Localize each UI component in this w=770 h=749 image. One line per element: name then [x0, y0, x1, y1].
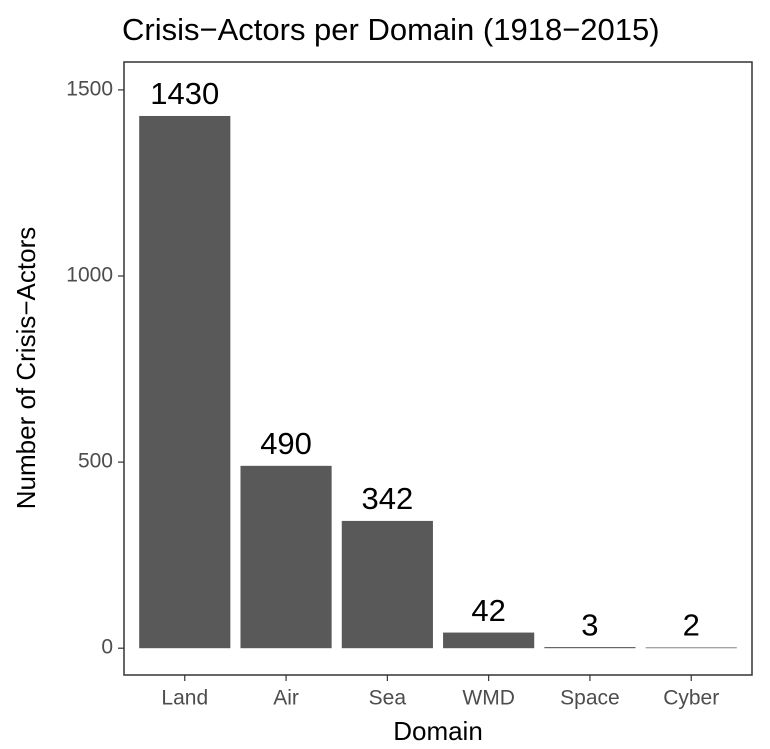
x-axis-label: Domain [393, 716, 483, 746]
panel-border [123, 61, 753, 676]
x-tick-label: Cyber [663, 687, 719, 710]
bar [341, 520, 433, 649]
y-tick-label: 1500 [66, 77, 113, 100]
value-label: 490 [260, 426, 312, 461]
value-label: 2 [683, 608, 700, 643]
chart-title: Crisis−Actors per Domain (1918−2015) [122, 12, 660, 47]
x-tick-label: Land [161, 687, 208, 710]
bar [240, 465, 332, 649]
x-tick-label: Space [560, 687, 620, 710]
value-label: 342 [361, 481, 413, 516]
value-label: 1430 [150, 76, 219, 111]
bar [139, 115, 231, 649]
x-tick-label: Air [273, 687, 299, 710]
x-tick-label: Sea [369, 687, 407, 710]
value-label: 42 [471, 593, 505, 628]
y-axis-label: Number of Crisis−Actors [11, 227, 41, 509]
bar [645, 647, 737, 649]
y-tick-label: 500 [78, 450, 113, 473]
bar [544, 647, 636, 649]
value-label: 3 [581, 607, 598, 642]
y-tick-label: 1000 [66, 264, 113, 287]
bar [443, 632, 535, 649]
x-tick-label: WMD [462, 687, 514, 710]
y-tick-label: 0 [101, 636, 113, 659]
